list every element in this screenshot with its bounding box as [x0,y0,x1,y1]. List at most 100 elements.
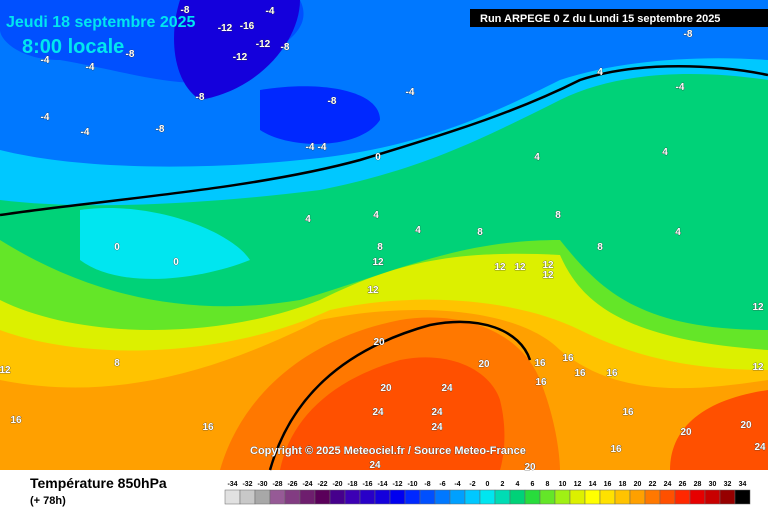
isotherm-label: 12 [752,302,764,313]
isotherm-label: 20 [740,420,752,431]
legend-tick: 28 [694,481,702,488]
legend-tick: 24 [664,481,672,488]
isotherm-label: 4 [662,147,668,158]
isotherm-label: -8 [181,5,190,16]
cold-zone [260,86,380,144]
legend-swatch [314,489,331,505]
legend-swatch [299,489,316,505]
isotherm-label: 20 [680,427,692,438]
legend-swatch [239,489,256,505]
isotherm-label: 12 [372,257,384,268]
isotherm-label: 24 [431,422,443,433]
isotherm-label: 24 [431,407,443,418]
isotherm-label: 24 [754,442,766,453]
legend-tick: 26 [679,481,687,488]
isotherm-label: 24 [369,460,381,471]
map [0,0,768,471]
isotherm-label: 20 [524,462,536,473]
isotherm-label: -8 [281,42,290,53]
legend-tick: -6 [439,481,445,488]
isotherm-label: 16 [610,444,622,455]
legend-tick: -18 [347,481,357,488]
cold-core [174,0,300,100]
isotherm-label: 16 [622,407,634,418]
isotherm-label: 0 [114,242,120,253]
isotherm-label: -8 [196,92,205,103]
legend-tick: 2 [501,481,505,488]
legend-tick: 12 [574,481,582,488]
isotherm-label: 4 [415,225,421,236]
legend-swatch [629,489,646,505]
legend-swatch [614,489,631,505]
legend-tick: -8 [424,481,430,488]
date: Jeudi 18 septembre 2025 [6,14,196,31]
legend-swatch [479,489,496,505]
hot-core [670,390,768,470]
legend-swatch [734,489,751,505]
footer-title: Température 850hPa [30,475,167,491]
isotherm-label: -4 [81,127,90,138]
legend-tick: -12 [392,481,402,488]
isotherm-label: 24 [372,407,384,418]
legend-tick: -4 [454,481,460,488]
legend-tick: 22 [649,481,657,488]
legend-tick: 6 [531,481,535,488]
legend-swatch [569,489,586,505]
legend-tick: -32 [242,481,252,488]
isotherm-label: -8 [126,49,135,60]
legend-swatch [329,489,346,505]
legend-swatch [344,489,361,505]
legend-tick: -30 [257,481,267,488]
isotherm-label: -12 [256,39,271,50]
isotherm-label: -8 [328,96,337,107]
cool-pool [80,208,250,279]
isotherm-label: 12 [752,362,764,373]
legend-tick: 0 [486,481,490,488]
isotherm-label: -4 [676,82,685,93]
legend-tick: 30 [709,481,717,488]
isotherm-label: 0 [173,257,179,268]
isotherm-20 [268,320,532,471]
isotherm-label: -4 [41,55,50,66]
isotherm-label: 4 [305,214,311,225]
legend-tick: 32 [724,481,732,488]
isotherm-label: 16 [10,415,22,426]
legend-tick: 20 [634,481,642,488]
legend-swatch [449,489,466,505]
legend-swatch [599,489,616,505]
legend-swatch [554,489,571,505]
isotherm-label: 16 [202,422,214,433]
isotherm-label: 20 [373,337,385,348]
isotherm-label: 8 [377,242,383,253]
isotherm-label: -4 [41,112,50,123]
legend-tick: -22 [317,481,327,488]
legend-swatch [404,489,421,505]
legend-tick: -14 [377,481,387,488]
legend-tick: -34 [227,481,237,488]
isotherm-label: 8 [555,210,561,221]
legend-tick: -16 [362,481,372,488]
legend-tick: 8 [546,481,550,488]
isotherm-label: -8 [684,29,693,40]
legend-tick: 4 [516,481,520,488]
isotherm-label: 16 [562,353,574,364]
legend-tick: -2 [469,481,475,488]
isotherm-label: 8 [114,358,120,369]
run-info: Run ARPEGE 0 Z du Lundi 15 septembre 202… [480,13,720,25]
isotherm-label: -4 [306,142,315,153]
legend-swatch [584,489,601,505]
isotherm-label: 20 [380,383,392,394]
isotherm-label: -4 [86,62,95,73]
isotherm-label: 12 [542,270,554,281]
legend-swatch [704,489,721,505]
isotherm-0 [0,65,768,217]
run-banner [470,9,768,27]
isotherm-label: 8 [477,227,483,238]
legend-swatch [284,489,301,505]
legend-tick: 10 [559,481,567,488]
legend-swatch [389,489,406,505]
legend-swatch [659,489,676,505]
isotherm-label: -4 [266,6,275,17]
isotherm-label: 4 [373,210,379,221]
copyright: Copyright © 2025 Meteociel.fr / Source M… [250,445,526,457]
